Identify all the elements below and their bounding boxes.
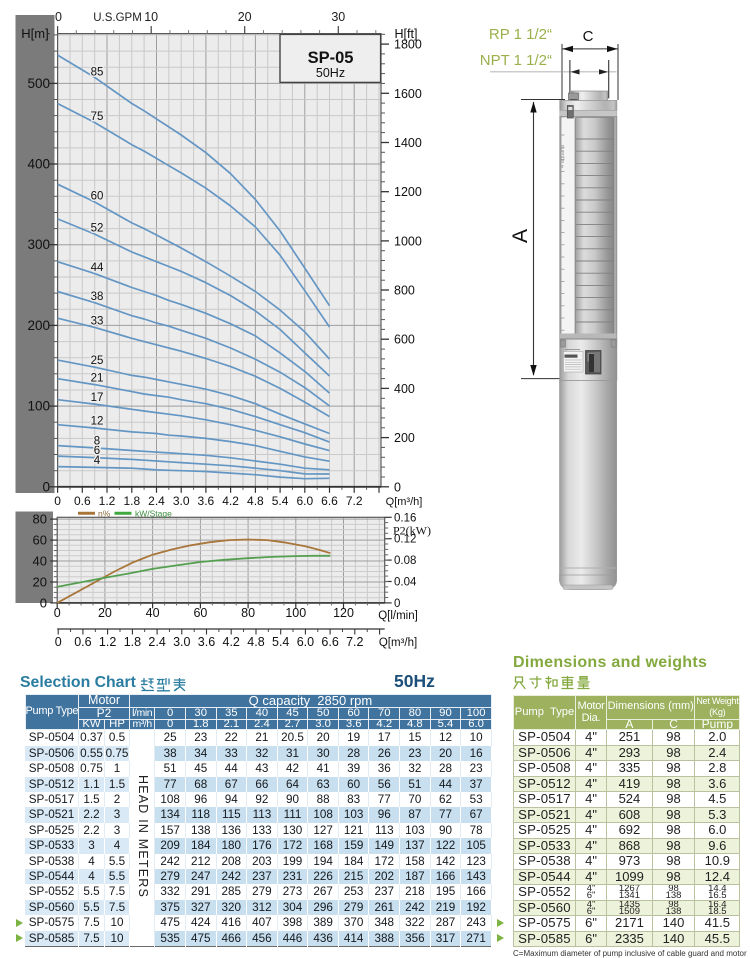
svg-text:Q[l/min]: Q[l/min] <box>378 610 418 622</box>
svg-text:44: 44 <box>91 262 104 274</box>
svg-text:Q[m³/h]: Q[m³/h] <box>379 637 417 649</box>
svg-text:38: 38 <box>91 291 104 303</box>
svg-text:600: 600 <box>394 333 415 347</box>
svg-text:H[m]: H[m] <box>21 26 48 41</box>
svg-text:500: 500 <box>27 76 50 91</box>
svg-text:0: 0 <box>40 595 47 610</box>
svg-text:4: 4 <box>94 455 101 467</box>
svg-text:7.2: 7.2 <box>346 635 363 649</box>
svg-text:4.8: 4.8 <box>247 494 264 508</box>
svg-text:40: 40 <box>33 554 47 569</box>
svg-text:0: 0 <box>54 606 61 620</box>
svg-text:400: 400 <box>27 157 50 172</box>
svg-text:H[ft]: H[ft] <box>395 27 418 41</box>
svg-text:1600: 1600 <box>394 87 422 101</box>
svg-text:0: 0 <box>42 479 50 494</box>
svg-text:P2(kW): P2(kW) <box>393 524 431 538</box>
svg-text:6.6: 6.6 <box>321 635 338 649</box>
svg-text:6.0: 6.0 <box>296 494 313 508</box>
svg-text:25: 25 <box>91 355 104 367</box>
svg-text:100: 100 <box>285 606 306 620</box>
svg-text:800: 800 <box>394 284 415 298</box>
svg-text:A: A <box>509 229 532 243</box>
svg-text:300: 300 <box>27 237 50 252</box>
svg-text:52: 52 <box>91 223 104 235</box>
svg-text:1.2: 1.2 <box>99 635 116 649</box>
svg-text:17: 17 <box>91 392 104 404</box>
svg-text:30: 30 <box>331 10 345 24</box>
svg-text:60: 60 <box>193 606 207 620</box>
svg-text:3.0: 3.0 <box>173 494 190 508</box>
svg-text:U.S.GPM: U.S.GPM <box>93 12 142 24</box>
svg-text:1200: 1200 <box>394 185 422 199</box>
svg-text:2.4: 2.4 <box>148 494 165 508</box>
svg-text:0.6: 0.6 <box>74 494 91 508</box>
svg-text:0: 0 <box>55 635 62 649</box>
svg-text:0: 0 <box>394 480 401 494</box>
svg-text:6.6: 6.6 <box>321 494 338 508</box>
svg-text:kW/Stage: kW/Stage <box>135 509 172 519</box>
svg-text:C: C <box>583 28 594 45</box>
svg-text:33: 33 <box>91 316 104 328</box>
svg-text:20: 20 <box>238 10 252 24</box>
svg-text:85: 85 <box>91 66 104 78</box>
svg-text:0: 0 <box>394 598 400 610</box>
svg-text:10: 10 <box>144 10 158 24</box>
svg-text:0.04: 0.04 <box>394 577 417 589</box>
svg-text:6.0: 6.0 <box>297 635 314 649</box>
svg-text:3.0: 3.0 <box>173 635 190 649</box>
svg-text:6: 6 <box>94 445 100 457</box>
svg-text:0.12: 0.12 <box>394 534 416 546</box>
svg-text:50Hz: 50Hz <box>316 66 345 80</box>
svg-text:12: 12 <box>91 416 104 428</box>
svg-text:20: 20 <box>33 575 47 590</box>
svg-text:0.6: 0.6 <box>74 635 91 649</box>
svg-text:75: 75 <box>91 111 104 123</box>
svg-text:21: 21 <box>91 373 104 385</box>
svg-text:0.08: 0.08 <box>394 555 416 567</box>
svg-text:0: 0 <box>55 10 62 24</box>
svg-text:4”aquario: 4”aquario <box>560 145 566 168</box>
svg-text:4.8: 4.8 <box>247 635 264 649</box>
svg-text:0: 0 <box>54 494 61 508</box>
svg-text:1800: 1800 <box>394 38 422 52</box>
svg-text:7.2: 7.2 <box>346 494 363 508</box>
svg-text:1000: 1000 <box>394 234 422 248</box>
svg-text:2.4: 2.4 <box>148 635 165 649</box>
svg-text:4.2: 4.2 <box>222 494 239 508</box>
svg-text:400: 400 <box>394 382 415 396</box>
svg-text:200: 200 <box>27 318 50 333</box>
svg-text:SP-05: SP-05 <box>308 49 354 67</box>
svg-text:3.6: 3.6 <box>198 494 215 508</box>
svg-text:5.4: 5.4 <box>272 494 289 508</box>
svg-text:40: 40 <box>146 606 160 620</box>
svg-text:1.2: 1.2 <box>99 494 116 508</box>
svg-text:60: 60 <box>33 533 47 548</box>
svg-text:80: 80 <box>33 512 47 527</box>
svg-text:0.16: 0.16 <box>394 512 416 524</box>
svg-text:5.4: 5.4 <box>272 635 289 649</box>
svg-text:200: 200 <box>394 431 415 445</box>
svg-text:3.6: 3.6 <box>198 635 215 649</box>
svg-text:NPT 1 1/2“: NPT 1 1/2“ <box>480 52 552 69</box>
svg-text:8: 8 <box>94 436 100 448</box>
svg-text:1.8: 1.8 <box>124 635 141 649</box>
svg-text:Q[m³/h]: Q[m³/h] <box>386 496 423 508</box>
svg-text:100: 100 <box>27 399 50 414</box>
svg-text:RP 1 1/2“: RP 1 1/2“ <box>489 26 552 43</box>
svg-text:1400: 1400 <box>394 136 422 150</box>
svg-text:120: 120 <box>333 606 354 620</box>
svg-text:η%: η% <box>98 509 111 519</box>
svg-text:60: 60 <box>91 191 104 203</box>
svg-text:1.8: 1.8 <box>123 494 140 508</box>
svg-text:4.2: 4.2 <box>223 635 240 649</box>
svg-text:80: 80 <box>241 606 255 620</box>
svg-text:20: 20 <box>98 606 112 620</box>
